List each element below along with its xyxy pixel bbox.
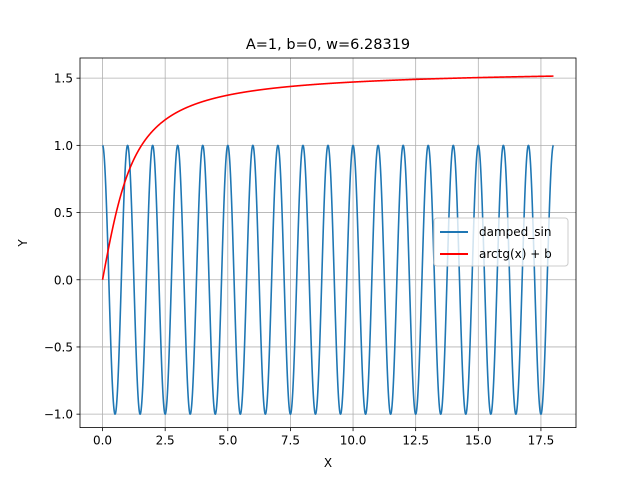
y-tick-label: −0.5 bbox=[44, 340, 73, 354]
y-tick-label: 1.5 bbox=[54, 72, 73, 86]
axes-frame bbox=[79, 57, 577, 429]
y-tick-label: 0.0 bbox=[54, 273, 73, 287]
ticks: 0.0 2.5 5.0 7.5 10.0 12.5 15.0 17.5 −1.0 −0.5 0.0 0… bbox=[44, 72, 554, 448]
grid bbox=[80, 58, 576, 428]
y-axis-title: Y bbox=[16, 239, 30, 248]
x-tick-label: 2.5 bbox=[156, 434, 175, 448]
plot-series bbox=[101, 75, 555, 415]
y-tick-label: 0.5 bbox=[54, 206, 73, 220]
x-tick-label: 12.5 bbox=[402, 434, 429, 448]
y-tick-label: −1.0 bbox=[44, 408, 73, 422]
chart-title: A=1, b=0, w=6.28319 bbox=[246, 37, 410, 53]
x-tick-label: 0.0 bbox=[93, 434, 112, 448]
x-tick-label: 15.0 bbox=[465, 434, 492, 448]
x-tick-label: 17.5 bbox=[528, 434, 555, 448]
series-line-damped-sin bbox=[101, 144, 555, 415]
x-tick-label: 5.0 bbox=[218, 434, 237, 448]
y-tick-label: 1.0 bbox=[54, 139, 73, 153]
x-tick-label: 7.5 bbox=[281, 434, 300, 448]
legend-label-damped-sin: damped_sin bbox=[479, 225, 551, 239]
legend-label-arctg: arctg(x) + b bbox=[479, 247, 552, 261]
series-line-arctg-x-b bbox=[101, 75, 555, 280]
legend: damped_sin arctg(x) + b bbox=[433, 217, 569, 267]
x-tick-label: 10.0 bbox=[340, 434, 367, 448]
x-axis-title: X bbox=[324, 456, 332, 470]
